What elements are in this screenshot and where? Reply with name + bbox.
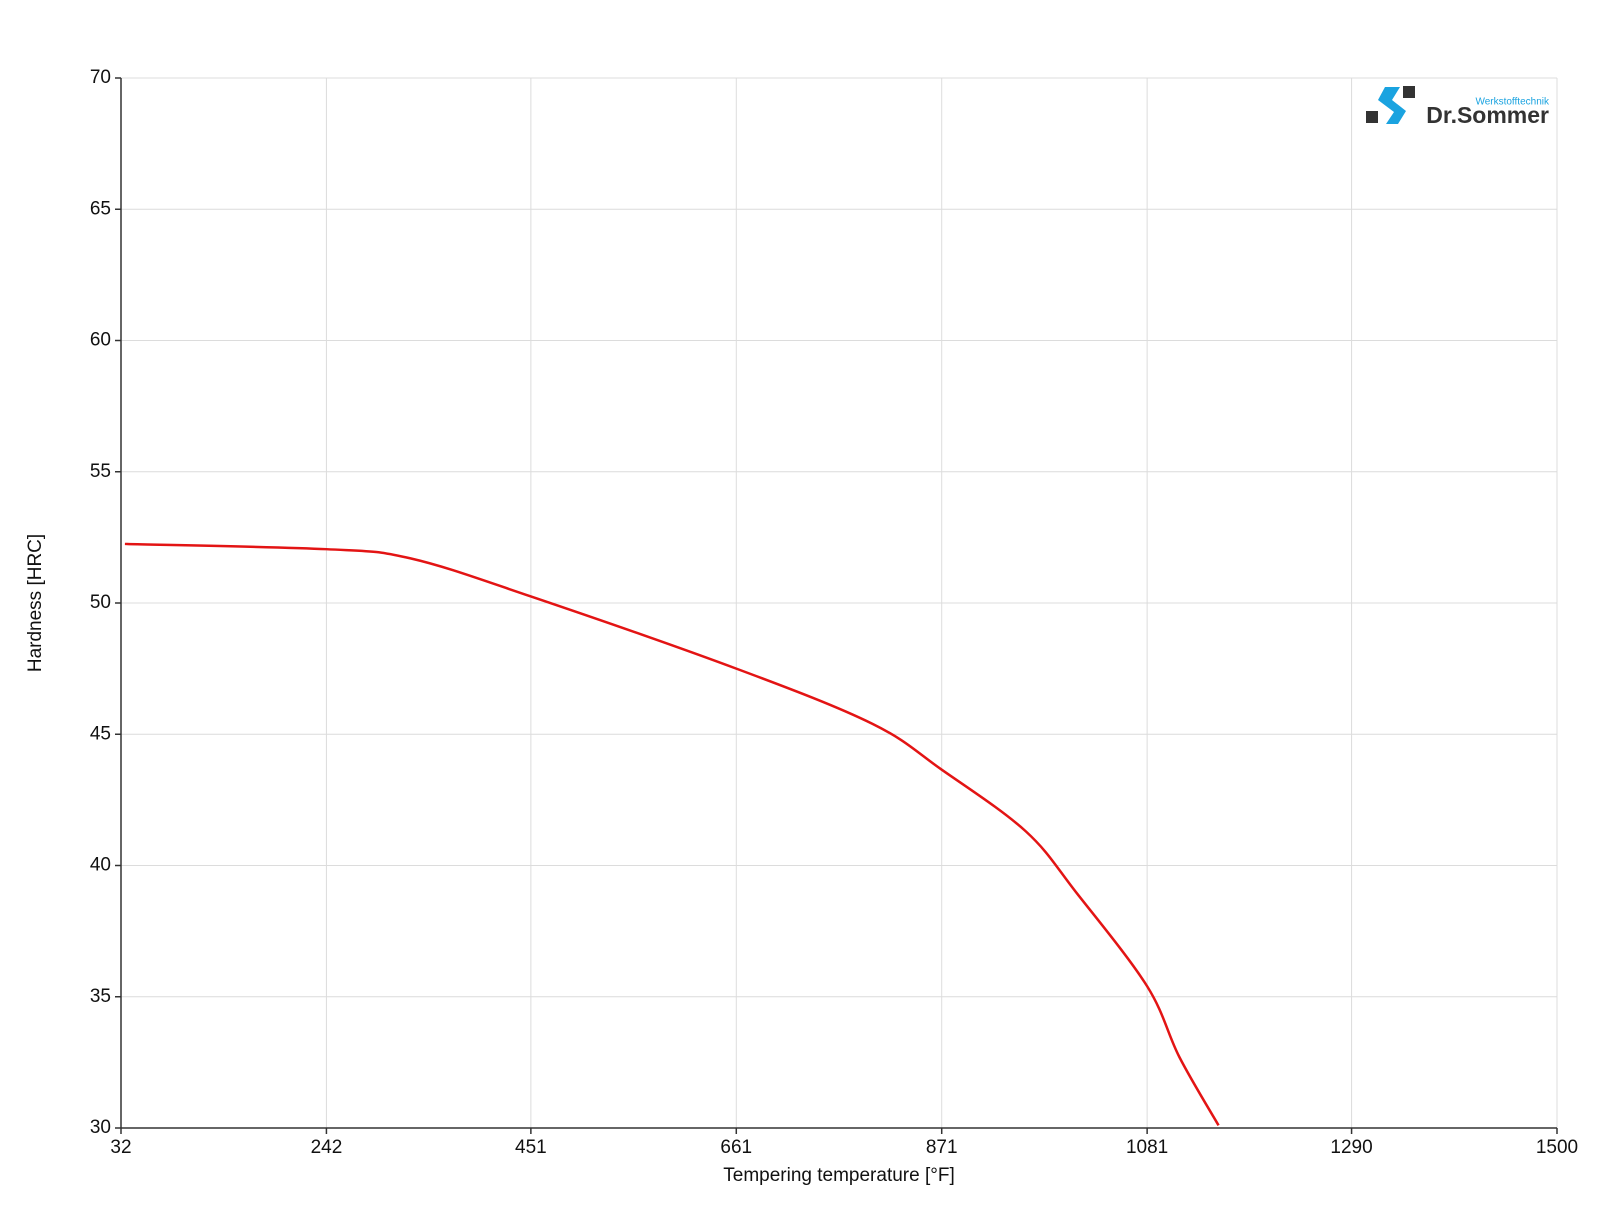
y-tick-label: 65 bbox=[90, 198, 111, 219]
x-tick-label: 1500 bbox=[1536, 1137, 1578, 1158]
data-line bbox=[124, 542, 1220, 1127]
x-tick-label: 451 bbox=[515, 1137, 547, 1158]
logo: Werkstofftechnik Dr.Sommer bbox=[1366, 86, 1550, 128]
y-tick-label: 30 bbox=[90, 1117, 111, 1138]
x-tick-label: 1081 bbox=[1126, 1137, 1168, 1158]
logo-square bbox=[1403, 86, 1415, 98]
y-tick-label: 70 bbox=[90, 67, 111, 88]
y-tick-label: 35 bbox=[90, 986, 111, 1007]
y-axis-label: Hardness [HRC] bbox=[25, 534, 46, 672]
y-tick-label: 50 bbox=[90, 592, 111, 613]
x-axis-label: Tempering temperature [°F] bbox=[723, 1165, 954, 1186]
y-tick-label: 55 bbox=[90, 461, 111, 482]
logo-subtitle: Werkstofftechnik bbox=[1475, 97, 1550, 108]
logo-square bbox=[1366, 111, 1378, 123]
x-tick-label: 661 bbox=[720, 1137, 752, 1158]
x-tick-label: 1290 bbox=[1330, 1137, 1372, 1158]
x-tick-label: 32 bbox=[110, 1137, 131, 1158]
logo-mark bbox=[1378, 87, 1406, 124]
x-tick-label: 871 bbox=[926, 1137, 958, 1158]
y-tick-label: 45 bbox=[90, 723, 111, 744]
logo-name: Dr.Sommer bbox=[1426, 102, 1549, 128]
x-tick-label: 242 bbox=[311, 1137, 343, 1158]
y-tick-label: 40 bbox=[90, 855, 111, 876]
y-tick-label: 60 bbox=[90, 330, 111, 351]
